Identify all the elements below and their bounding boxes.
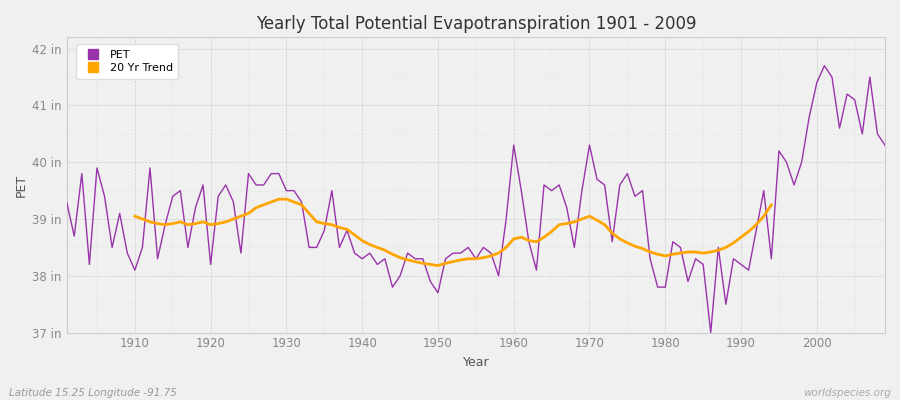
Text: Latitude 15.25 Longitude -91.75: Latitude 15.25 Longitude -91.75 bbox=[9, 388, 177, 398]
Text: worldspecies.org: worldspecies.org bbox=[803, 388, 891, 398]
Title: Yearly Total Potential Evapotranspiration 1901 - 2009: Yearly Total Potential Evapotranspiratio… bbox=[256, 15, 696, 33]
Y-axis label: PET: PET bbox=[15, 173, 28, 196]
X-axis label: Year: Year bbox=[463, 356, 489, 369]
Legend: PET, 20 Yr Trend: PET, 20 Yr Trend bbox=[76, 44, 178, 79]
